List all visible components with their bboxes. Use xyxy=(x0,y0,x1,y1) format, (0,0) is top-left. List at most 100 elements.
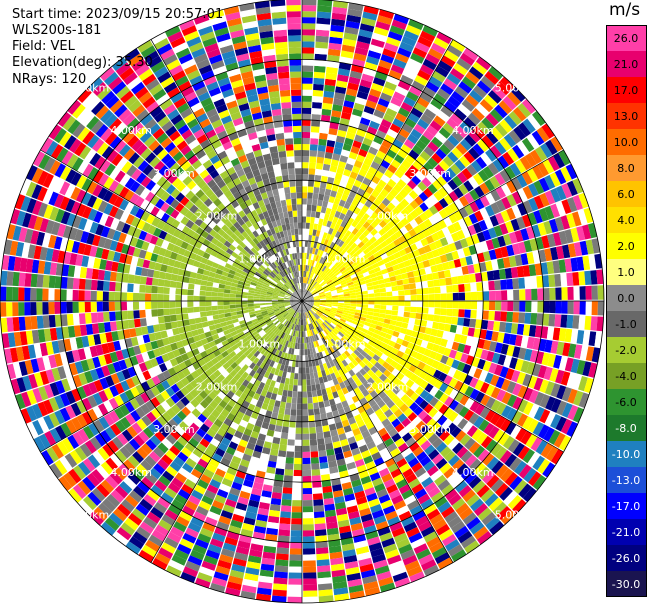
gate-cell xyxy=(54,163,66,178)
gate-cell xyxy=(458,406,470,418)
gate-cell xyxy=(242,285,250,290)
gate-cell xyxy=(235,294,242,298)
gate-cell xyxy=(291,506,302,513)
gate-cell xyxy=(392,571,409,583)
gate-cell xyxy=(166,408,177,419)
gate-cell xyxy=(226,347,234,355)
gate-cell xyxy=(356,41,370,50)
gate-cell xyxy=(311,463,320,470)
gate-cell xyxy=(372,477,384,487)
gate-cell xyxy=(128,438,141,451)
gate-cell xyxy=(188,277,196,284)
gate-cell xyxy=(539,409,551,424)
gate-cell xyxy=(78,372,88,386)
gate-cell xyxy=(349,292,356,296)
gate-cell xyxy=(292,385,298,392)
gate-cell xyxy=(287,596,302,603)
gate-cell xyxy=(263,478,274,486)
gate-cell xyxy=(325,291,332,295)
gate-cell xyxy=(251,348,258,355)
gate-cell xyxy=(12,287,19,301)
gate-cell xyxy=(284,304,291,307)
gate-cell xyxy=(117,330,125,340)
gate-cell xyxy=(353,102,365,112)
gate-cell xyxy=(321,108,332,116)
gate-cell xyxy=(334,231,341,239)
gate-cell xyxy=(430,42,446,55)
gate-cell xyxy=(311,315,317,322)
gate-cell xyxy=(341,359,349,367)
gate-cell xyxy=(350,522,363,532)
gate-cell xyxy=(525,301,532,313)
gate-cell xyxy=(518,464,532,479)
gate-cell xyxy=(566,372,577,388)
gate-cell xyxy=(298,367,302,374)
gate-cell xyxy=(334,92,346,100)
gate-cell xyxy=(540,326,549,339)
gate-cell xyxy=(138,430,150,443)
gate-cell xyxy=(309,348,314,355)
gate-cell xyxy=(519,289,526,301)
gate-cell xyxy=(229,377,238,386)
gate-cell xyxy=(303,306,306,313)
gate-cell xyxy=(170,393,180,404)
gate-cell xyxy=(242,578,258,588)
gate-cell xyxy=(302,506,314,513)
gate-cell xyxy=(385,344,394,352)
gate-cell xyxy=(315,340,320,347)
gate-cell xyxy=(110,453,123,467)
gate-cell xyxy=(244,279,252,285)
gate-cell xyxy=(409,505,423,516)
gate-cell xyxy=(371,403,381,413)
gate-cell xyxy=(221,350,229,358)
gate-cell xyxy=(339,470,349,479)
gate-cell xyxy=(259,320,266,326)
gate-cell xyxy=(408,85,422,97)
gate-cell xyxy=(86,232,95,245)
gate-cell xyxy=(312,292,319,296)
gate-cell xyxy=(297,391,302,398)
gate-cell xyxy=(307,198,313,205)
gate-cell xyxy=(306,292,311,297)
gate-cell xyxy=(494,364,504,376)
gate-cell xyxy=(418,346,427,355)
gate-cell xyxy=(25,330,34,345)
gate-cell xyxy=(89,511,104,526)
gate-cell xyxy=(550,340,559,354)
gate-cell xyxy=(346,256,354,263)
gate-cell xyxy=(320,468,330,476)
gate-cell xyxy=(368,293,375,298)
gate-cell xyxy=(518,312,526,324)
gate-cell xyxy=(262,484,273,492)
gate-cell xyxy=(552,232,562,246)
gate-cell xyxy=(433,212,443,222)
gate-cell xyxy=(348,362,356,370)
gate-cell xyxy=(445,357,455,367)
gate-cell xyxy=(314,523,326,531)
gate-cell xyxy=(361,204,370,213)
gate-cell xyxy=(413,185,423,196)
gate-cell xyxy=(335,314,342,318)
gate-cell xyxy=(112,230,122,242)
gate-cell xyxy=(323,213,330,221)
gate-cell xyxy=(371,373,379,382)
gate-cell xyxy=(394,326,402,333)
gate-cell xyxy=(474,210,484,222)
gate-cell xyxy=(194,385,204,394)
gate-cell xyxy=(397,413,408,423)
gate-cell xyxy=(313,186,320,194)
gate-cell xyxy=(428,307,435,315)
gate-cell xyxy=(469,458,482,472)
gate-cell xyxy=(183,235,192,244)
gate-cell xyxy=(448,242,457,252)
gate-cell xyxy=(304,271,307,278)
gate-cell xyxy=(490,202,501,215)
gate-cell xyxy=(293,476,302,483)
gate-cell xyxy=(91,323,100,335)
gate-cell xyxy=(325,72,337,81)
gate-cell xyxy=(227,493,239,503)
gate-cell xyxy=(396,212,405,221)
gate-cell xyxy=(272,437,281,445)
gate-cell xyxy=(419,212,429,222)
gate-cell xyxy=(359,23,375,33)
